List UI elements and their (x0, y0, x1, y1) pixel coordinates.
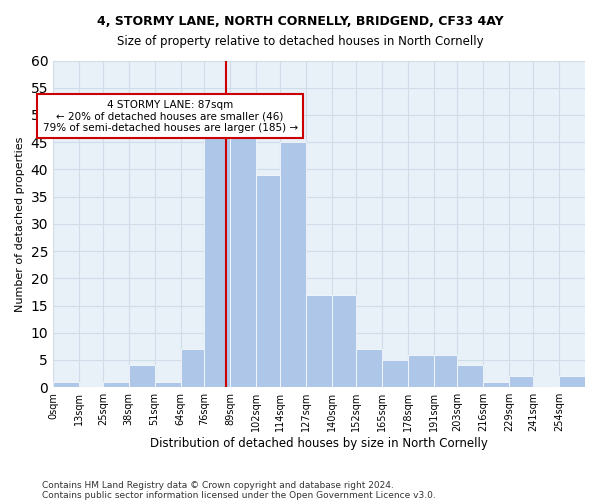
Text: Contains HM Land Registry data © Crown copyright and database right 2024.: Contains HM Land Registry data © Crown c… (42, 481, 394, 490)
Bar (205, 126, 230, 387)
Bar (280, 142, 306, 387)
Bar (484, 382, 509, 387)
Text: 4 STORMY LANE: 87sqm
← 20% of detached houses are smaller (46)
79% of semi-detac: 4 STORMY LANE: 87sqm ← 20% of detached h… (43, 100, 298, 133)
Bar (181, 349, 205, 387)
Bar (559, 376, 585, 387)
Bar (103, 382, 129, 387)
Text: Size of property relative to detached houses in North Cornelly: Size of property relative to detached ho… (116, 35, 484, 48)
Bar (407, 354, 434, 387)
Bar (382, 360, 407, 387)
Bar (457, 366, 484, 387)
Text: Contains public sector information licensed under the Open Government Licence v3: Contains public sector information licen… (42, 491, 436, 500)
Bar (53, 382, 79, 387)
Bar (256, 175, 280, 387)
X-axis label: Distribution of detached houses by size in North Cornelly: Distribution of detached houses by size … (150, 437, 488, 450)
Text: 4, STORMY LANE, NORTH CORNELLY, BRIDGEND, CF33 4AY: 4, STORMY LANE, NORTH CORNELLY, BRIDGEND… (97, 15, 503, 28)
Bar (155, 382, 181, 387)
Bar (509, 376, 533, 387)
Y-axis label: Number of detached properties: Number of detached properties (15, 136, 25, 312)
Bar (434, 354, 457, 387)
Bar (356, 349, 382, 387)
Bar (129, 366, 155, 387)
Bar (332, 294, 356, 387)
Bar (230, 132, 256, 387)
Bar (306, 294, 332, 387)
